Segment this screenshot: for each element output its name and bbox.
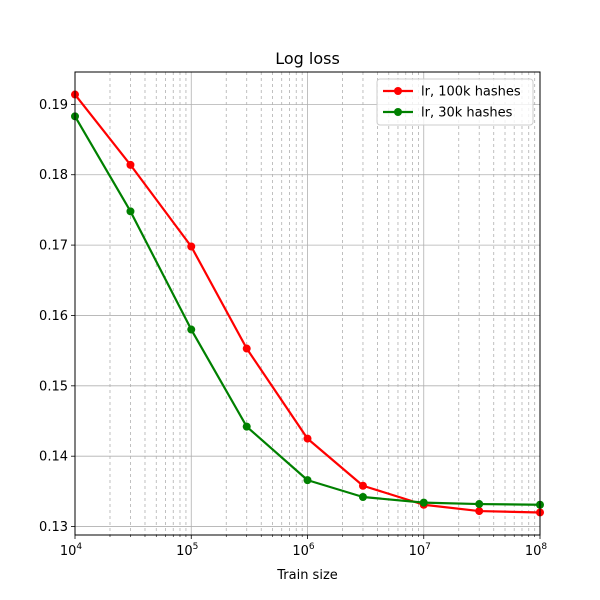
y-tick-label: 0.15 <box>39 379 68 394</box>
series-1-point <box>303 434 312 443</box>
y-tick-label: 0.17 <box>39 239 68 254</box>
series-2-point <box>242 422 251 431</box>
legend-label-1: lr, 100k hashes <box>421 85 521 100</box>
x-axis-label: Train size <box>276 568 338 583</box>
y-tick-label: 0.13 <box>39 520 68 535</box>
legend-label-2: lr, 30k hashes <box>421 106 513 121</box>
x-tick-label: 104 <box>60 542 83 559</box>
series-2-point <box>419 498 428 507</box>
axis-ticks: 104 105 106 107 108 0.13 0.14 0.15 0.16 0.17 0.18 0… <box>39 98 547 559</box>
series-2-point <box>358 493 367 502</box>
chart-title: Log loss <box>275 49 340 68</box>
legend: lr, 100k hashes lr, 30k hashes <box>376 78 534 126</box>
legend-box <box>376 78 534 126</box>
y-tick-label: 0.18 <box>39 168 68 183</box>
series-2-point <box>475 500 484 509</box>
series-1-point <box>475 507 484 516</box>
x-tick-label: 105 <box>176 542 198 559</box>
legend-marker-2 <box>394 108 402 116</box>
legend-marker-1 <box>394 87 402 95</box>
series-1-point <box>242 344 251 353</box>
x-tick-label: 107 <box>409 542 431 559</box>
y-tick-label: 0.14 <box>39 450 68 465</box>
y-tick-label: 0.16 <box>39 309 68 324</box>
series-group <box>71 90 544 517</box>
series-2-point <box>187 325 196 334</box>
y-tick-label: 0.19 <box>39 98 68 113</box>
series-1-point <box>126 160 135 169</box>
series-2-point <box>126 207 135 216</box>
series-2-point <box>303 476 312 485</box>
series-1-point <box>187 242 196 251</box>
x-tick-label: 106 <box>292 542 315 559</box>
x-tick-label: 108 <box>525 542 548 559</box>
series-1-point <box>358 481 367 490</box>
